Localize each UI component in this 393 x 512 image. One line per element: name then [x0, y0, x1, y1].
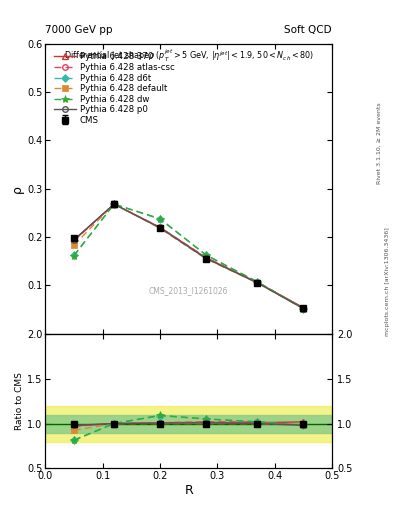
Pythia 6.428 370 [255, 280, 260, 286]
Pythia 6.428 default [112, 201, 116, 207]
Pythia 6.428 default [301, 306, 306, 312]
Pythia 6.428 dw [158, 216, 162, 222]
Pythia 6.428 default [158, 225, 162, 231]
Pythia 6.428 p0 [72, 237, 76, 243]
Y-axis label: Ratio to CMS: Ratio to CMS [15, 372, 24, 430]
Pythia 6.428 default [204, 255, 208, 262]
Pythia 6.428 atlas-csc [301, 306, 306, 312]
Line: Pythia 6.428 dw: Pythia 6.428 dw [70, 200, 308, 313]
Pythia 6.428 d6t [112, 201, 116, 207]
Pythia 6.428 p0 [255, 280, 260, 286]
Text: Differential jet shape$\rho$ ($p_T^{jet}>5$ GeV, $|\eta^{jet}|<1.9$, $50<N_{ch}<: Differential jet shape$\rho$ ($p_T^{jet}… [64, 48, 314, 64]
Pythia 6.428 370 [112, 201, 116, 207]
Pythia 6.428 d6t [204, 252, 208, 258]
Pythia 6.428 p0 [112, 201, 116, 207]
Line: Pythia 6.428 p0: Pythia 6.428 p0 [71, 201, 306, 311]
Line: Pythia 6.428 atlas-csc: Pythia 6.428 atlas-csc [71, 201, 306, 311]
Text: 7000 GeV pp: 7000 GeV pp [45, 25, 113, 35]
Pythia 6.428 default [255, 280, 260, 286]
Line: Pythia 6.428 370: Pythia 6.428 370 [70, 201, 307, 311]
Pythia 6.428 atlas-csc [158, 224, 162, 230]
Pythia 6.428 default [72, 242, 76, 248]
Pythia 6.428 p0 [204, 255, 208, 261]
Bar [45, 406, 332, 441]
Text: mcplots.cern.ch [arXiv:1306.3436]: mcplots.cern.ch [arXiv:1306.3436] [385, 227, 389, 336]
Y-axis label: ρ: ρ [11, 185, 24, 193]
Pythia 6.428 d6t [301, 306, 306, 312]
Text: Soft QCD: Soft QCD [285, 25, 332, 35]
Pythia 6.428 atlas-csc [204, 254, 208, 261]
X-axis label: R: R [184, 484, 193, 497]
Bar [45, 415, 332, 433]
Pythia 6.428 d6t [255, 279, 260, 285]
Line: Pythia 6.428 d6t: Pythia 6.428 d6t [71, 201, 306, 311]
Pythia 6.428 dw [204, 252, 208, 258]
Text: Rivet 3.1.10, ≥ 2M events: Rivet 3.1.10, ≥ 2M events [377, 102, 382, 184]
Pythia 6.428 atlas-csc [112, 201, 116, 207]
Pythia 6.428 370 [204, 255, 208, 261]
Pythia 6.428 dw [112, 201, 116, 207]
Pythia 6.428 atlas-csc [72, 238, 76, 244]
Text: CMS_2013_I1261026: CMS_2013_I1261026 [149, 286, 228, 295]
Legend: Pythia 6.428 370, Pythia 6.428 atlas-csc, Pythia 6.428 d6t, Pythia 6.428 default: Pythia 6.428 370, Pythia 6.428 atlas-csc… [52, 51, 176, 126]
Pythia 6.428 370 [72, 237, 76, 243]
Pythia 6.428 atlas-csc [255, 279, 260, 285]
Pythia 6.428 d6t [72, 252, 76, 259]
Pythia 6.428 d6t [158, 216, 162, 222]
Pythia 6.428 370 [158, 224, 162, 230]
Pythia 6.428 dw [301, 306, 306, 312]
Pythia 6.428 dw [255, 279, 260, 285]
Pythia 6.428 p0 [301, 306, 306, 312]
Line: Pythia 6.428 default: Pythia 6.428 default [71, 201, 306, 311]
Pythia 6.428 370 [301, 305, 306, 311]
Pythia 6.428 dw [72, 253, 76, 259]
Pythia 6.428 p0 [158, 225, 162, 231]
